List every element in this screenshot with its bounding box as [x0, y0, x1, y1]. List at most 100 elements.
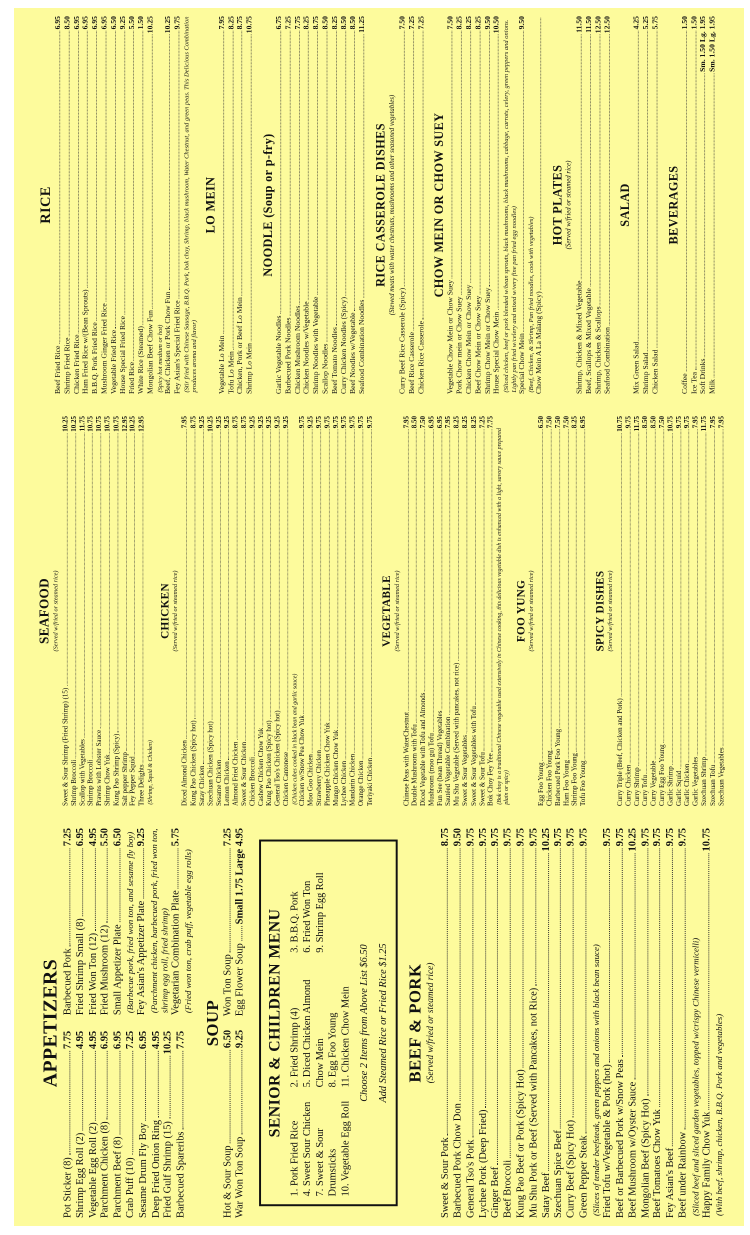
dot-leader [211, 433, 213, 721]
item-description: (Stir fried with Chinese Sausage, B.B.Q.… [182, 16, 198, 393]
dot-leader [354, 30, 356, 311]
item-price: 8.50 [340, 16, 349, 30]
item-name: Strawberry Chicken [315, 750, 323, 806]
item-price: 7.25 [62, 827, 74, 847]
item-name: Vegetable Lo Mein [218, 335, 227, 394]
item-name: Shrimp Noodles with Vegetable [312, 296, 321, 394]
chow-mein-list: Vegetable Chow Mein or Chow Suey 7.50 Pork… [447, 16, 545, 394]
item-name: Lemon Chicken [223, 761, 232, 806]
menu-item: Crab Puff (10) 7.25 [125, 1031, 138, 1218]
menu-item: Sesame Drum Fly Boy 6.95 [138, 1031, 151, 1218]
menu-item: Lychee Chicken 9.75 [341, 416, 349, 806]
dot-leader [182, 1051, 184, 1130]
menu-item: Deep Fried Onion Ring 4.95 [151, 1031, 164, 1218]
menu-item: Mu Shu Vegetable (Served with pancakes, … [454, 416, 462, 806]
item-price: 6.95 [428, 416, 436, 429]
menu-item: Egg Flower Soup Small 1.75 Large 4.95 [235, 828, 248, 1016]
dot-leader [497, 848, 499, 1165]
senior-col-3: 3. B.B.Q. Pork 6. Fried Won Ton 9. Shrimp … [289, 850, 353, 952]
item-name: Barbecued Pork Foo Young [554, 728, 562, 806]
item-name: Egg Flower Soup [234, 943, 246, 1017]
item-name: Curry Shrimp [633, 767, 641, 806]
menu-item: Sweet & Sour Vegetables 8.25 [462, 416, 470, 806]
item-price: 9.25 [198, 416, 206, 429]
beverages-list: Coffee 1.50 Ice Tea 1.50 Soft Drinks Sm. 1.50… [681, 16, 718, 394]
menu-item: Tofu Lo Mein 8.25 [227, 16, 236, 394]
item-price: 9.75 [528, 828, 539, 847]
menu-item: Mix Green Salad 4.25 [633, 16, 642, 394]
item-name: Teriyaki Chicken [366, 757, 374, 806]
item-description: (Shrimp, Squid & Chicken) [146, 740, 154, 805]
item-name: White Rice (Steamed) [137, 326, 146, 394]
item-price: 5.25 [642, 16, 651, 30]
soup-list-left: Hot & Sour Soup 6.50 War Won Ton Soup 9.25 [222, 1030, 247, 1218]
item-price: 8.25 [470, 416, 478, 429]
dot-leader [287, 429, 289, 751]
menu-item: Satay Beef 10.25 [541, 828, 554, 1218]
item-name: Mu Shu Vegetable (Served with pancakes, … [453, 662, 461, 806]
item-price: 10.75 [112, 416, 121, 432]
item-price: 7.95 [218, 16, 227, 30]
spicy-list: Curry Triple (Beef, Chicken and Pork) 10.… [617, 416, 727, 806]
menu-item: Shrimp Chow Mein or Chow Suey 9.50 [484, 16, 493, 394]
dot-leader [250, 34, 252, 342]
dot-leader [590, 34, 592, 287]
menu-item: Fried Rice 5.50 [128, 16, 137, 394]
item-name: Ice Tea [690, 371, 699, 394]
menu-item: Beef Chow Mein or Chow Suey 8.25 [475, 16, 484, 394]
item-price: 8.25 [462, 416, 470, 429]
menu-item: Chinese Peas with WaterChestnut 7.95 [403, 416, 411, 806]
item-description: (Sliced chicken, beef or pork blended w/… [502, 19, 518, 393]
menu-item: Curry Chicken 9.75 [625, 416, 633, 806]
item-name: Sesame Chicken [215, 759, 223, 806]
menu-item: Barbecued Pork Noodles 7.25 [285, 16, 294, 394]
item-name: Curry Chicken Noodles (Spicy) [340, 296, 349, 394]
section-title-casserole: RICE CASSEROLE DISHES [373, 123, 388, 287]
item-name: Garlic Shrimp [667, 766, 675, 806]
menu-item: Coffee 1.50 [681, 16, 690, 394]
menu-item: Shrimp Broccoli 10.75 [88, 416, 96, 806]
dot-leader [354, 429, 355, 753]
dot-leader [472, 848, 474, 1138]
item-price: 6.95 [100, 1030, 112, 1050]
item-name: Mongolian Beef (Spicy Hot) [640, 1098, 651, 1218]
item-price: 9.75 [640, 828, 651, 847]
item-price: 9.75 [553, 828, 565, 847]
dot-leader [105, 30, 107, 302]
dot-leader [100, 433, 102, 729]
menu-item: Satay Chicken 9.25 [199, 416, 207, 806]
dot-leader [567, 429, 569, 759]
item-name: Vegetable Chow Mein or Chow Suey [446, 279, 455, 394]
dot-leader [335, 30, 337, 326]
item-name: Sweet & Sour Vegetables [462, 735, 470, 806]
item-name: Sweet & Sour Pork [440, 1137, 451, 1218]
dot-leader [697, 429, 698, 756]
item-price: 7.95 [445, 416, 453, 429]
dot-leader [144, 1051, 146, 1121]
senior-col-1: 1. Pork Fried Rice 4. Sweet Sour Chicken 7… [289, 1093, 353, 1197]
menu-item: Chicken Fried Rice 6.95 [73, 16, 82, 394]
spicy-note: (Served w/fried or steamed rice) [607, 570, 615, 652]
item-price: 7.95 [717, 416, 726, 429]
item-price: 9.75 [614, 828, 626, 847]
appetizers-grid: Pot Sticker (8) 7.75 Shrimp Egg Roll (2) 4.… [62, 828, 194, 1218]
item-name: Moo Goo Chicken [307, 754, 315, 806]
dot-leader [684, 848, 686, 1130]
item-name: Mungo Chicken Chow Yuk [332, 729, 340, 806]
menu-item: Sweet & Sour Shrimp (Fried Shrimp) (15) 1… [62, 416, 70, 806]
item-name: Fey Asian's Special Fried Rice [173, 300, 182, 394]
item-price: 9.25 [136, 827, 148, 847]
casserole-list: Curry Beef Rice Casserole (Spicy) 7.50 Bee… [399, 16, 427, 394]
menu-item: Scallop Noodles 8.50 [322, 16, 331, 394]
item-name: Crab Puff (10) [125, 1157, 137, 1218]
item-price: 10.25 [129, 416, 137, 432]
menu-item: Salt pepper Shrimp 12.95 [121, 416, 129, 806]
menu-item: Fey Pepper Squid 10.25 [130, 416, 138, 806]
dot-leader [470, 30, 472, 284]
item-price: 7.50 [398, 16, 407, 30]
item-price: 9.75 [684, 416, 692, 429]
item-price: 8.75 [236, 16, 245, 30]
item-price: 7.50 [446, 16, 455, 30]
menu-item: Kung Pao Chicken (Spicy hot) 9.25 [266, 416, 274, 806]
item-name: Shrimp Lo Mein [245, 342, 254, 394]
